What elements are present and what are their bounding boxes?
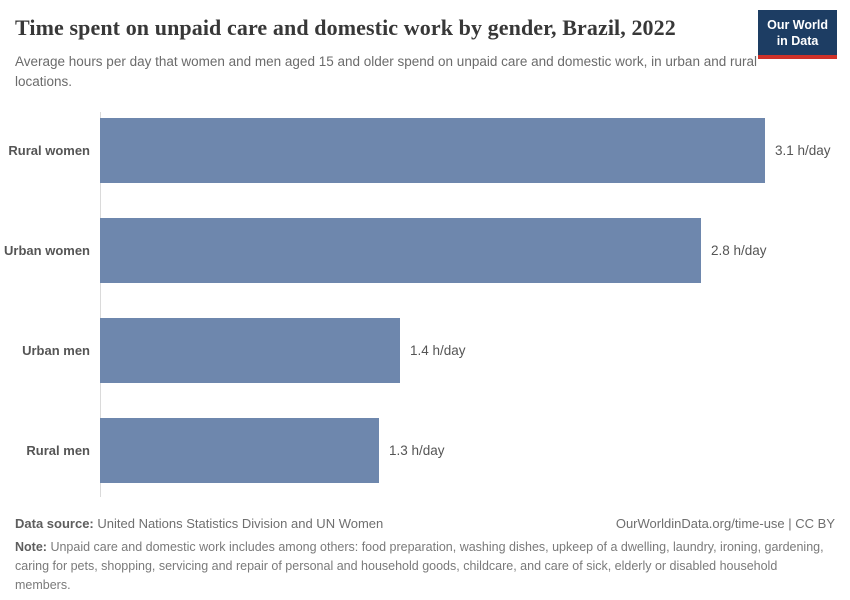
bar-row: Rural men 1.3 h/day <box>0 418 850 483</box>
bar-row: Rural women 3.1 h/day <box>0 118 850 183</box>
value-label: 1.4 h/day <box>410 343 466 358</box>
page-title: Time spent on unpaid care and domestic w… <box>15 15 676 40</box>
chart-note: Note: Unpaid care and domestic work incl… <box>15 538 835 595</box>
note-label: Note: <box>15 540 47 554</box>
source-link[interactable]: OurWorldinData.org/time-use | CC BY <box>615 516 835 531</box>
note-text: Unpaid care and domestic work includes a… <box>15 540 824 592</box>
bar <box>100 218 701 283</box>
owid-logo: Our World in Data <box>758 10 837 59</box>
y-axis-line <box>100 112 101 497</box>
logo-line-1: Our World <box>767 18 828 32</box>
bar-row: Urban men 1.4 h/day <box>0 318 850 383</box>
value-label: 3.1 h/day <box>775 143 831 158</box>
source-row: Data source: United Nations Statistics D… <box>15 516 835 531</box>
bar-row: Urban women 2.8 h/day <box>0 218 850 283</box>
bar <box>100 318 400 383</box>
data-source: Data source: United Nations Statistics D… <box>15 516 383 531</box>
value-label: 1.3 h/day <box>389 443 445 458</box>
data-source-label: Data source: <box>15 516 94 531</box>
category-label: Urban men <box>22 343 90 358</box>
category-label: Rural women <box>8 143 90 158</box>
category-label: Urban women <box>4 243 90 258</box>
bar <box>100 118 765 183</box>
bar-chart: Rural women 3.1 h/day Urban women 2.8 h/day… <box>0 118 850 498</box>
chart-subtitle: Average hours per day that women and men… <box>15 54 757 89</box>
footer: Data source: United Nations Statistics D… <box>15 516 835 595</box>
logo-line-2: in Data <box>776 34 819 49</box>
data-source-value: United Nations Statistics Division and U… <box>97 516 384 531</box>
value-label: 2.8 h/day <box>711 243 767 258</box>
category-label: Rural men <box>26 443 90 458</box>
bar <box>100 418 379 483</box>
